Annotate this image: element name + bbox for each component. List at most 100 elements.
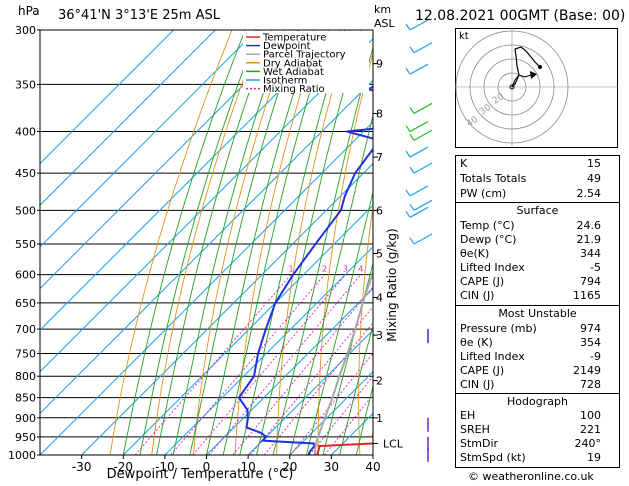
wet-adiabat bbox=[322, 261, 373, 455]
legend-entry: Mixing Ratio bbox=[263, 84, 325, 95]
wind-barb-flag bbox=[409, 203, 415, 211]
wet-adiabat bbox=[139, 30, 259, 455]
wet-adiabat bbox=[256, 30, 362, 455]
km-tick-label: 5 bbox=[376, 247, 383, 260]
hodo-label: SREH bbox=[460, 423, 490, 436]
isotherm bbox=[247, 329, 373, 455]
wind-barb-flag bbox=[409, 237, 415, 245]
isotherm bbox=[122, 204, 373, 455]
storm-motion-marker bbox=[530, 71, 537, 79]
hodograph: kt 20 30 40 bbox=[455, 28, 618, 148]
wind-barb bbox=[409, 146, 429, 158]
surface-value: 24.6 bbox=[576, 219, 602, 232]
x-tick-label: -10 bbox=[155, 460, 175, 474]
wind-barb bbox=[409, 121, 429, 133]
mu-value: 2149 bbox=[573, 364, 601, 377]
x-tick-label: -20 bbox=[113, 460, 133, 474]
x-axis-title: Dewpoint / Temperature (°C) bbox=[107, 467, 294, 482]
wind-barb-flag bbox=[405, 23, 411, 31]
wind-barb-flag bbox=[405, 125, 411, 132]
km-tick-label: 8 bbox=[376, 107, 383, 120]
isotherm bbox=[164, 246, 373, 455]
km-tick-label: 6 bbox=[376, 204, 383, 217]
most-unstable-box: Most Unstable Pressure (mb) 974 θe (K) 354… bbox=[455, 305, 620, 395]
hodo-value: 221 bbox=[580, 423, 601, 436]
x-tick-label: 40 bbox=[365, 460, 380, 474]
pressure-tick-label: 400 bbox=[15, 126, 36, 139]
mixing-ratio-line bbox=[170, 274, 325, 455]
mu-value: 974 bbox=[580, 322, 601, 335]
series-dewpoint bbox=[237, 85, 373, 455]
legend-entry: Dewpoint bbox=[263, 41, 311, 52]
surface-value: 794 bbox=[580, 275, 601, 288]
mu-value: -9 bbox=[590, 350, 601, 363]
wind-barb bbox=[413, 162, 433, 174]
wind-barb bbox=[409, 63, 429, 75]
mixing-ratio-line bbox=[208, 274, 362, 455]
surface-label: Temp (°C) bbox=[460, 219, 515, 232]
dry-adiabat bbox=[151, 30, 262, 455]
km-tick-label: 1 bbox=[376, 412, 383, 425]
wet-adiabat bbox=[355, 384, 373, 455]
mixing-ratio-line bbox=[263, 322, 373, 455]
mixing-ratio-label: 1 bbox=[288, 265, 293, 274]
mixing-ratio-line bbox=[289, 352, 373, 455]
pressure-tick-label: 650 bbox=[15, 297, 36, 310]
pressure-tick-label: 350 bbox=[15, 78, 36, 91]
index-label: PW (cm) bbox=[460, 187, 507, 200]
isotherm bbox=[40, 30, 341, 331]
mixing-ratio-label: 15 bbox=[432, 265, 442, 274]
km-tick-label: 3 bbox=[376, 329, 383, 342]
isotherm bbox=[40, 30, 299, 290]
km-label: km bbox=[374, 3, 392, 16]
mu-label: Lifted Index bbox=[460, 350, 525, 363]
surface-label: CIN (J) bbox=[460, 289, 495, 302]
surface-label: Dewp (°C) bbox=[460, 233, 517, 246]
hodo-label: EH bbox=[460, 409, 476, 422]
km-tick-label: 2 bbox=[376, 375, 383, 388]
most-unstable-title: Most Unstable bbox=[498, 307, 577, 320]
surface-label: CAPE (J) bbox=[460, 275, 505, 288]
hodo-value: 100 bbox=[580, 409, 601, 422]
mu-value: 354 bbox=[580, 336, 601, 349]
pressure-tick-label: 500 bbox=[15, 204, 36, 217]
hodograph-trace bbox=[511, 46, 541, 88]
mixing-ratio-line bbox=[232, 286, 373, 455]
hodo-label: StmDir bbox=[460, 437, 499, 450]
hodo-label: StmSpd (kt) bbox=[460, 451, 526, 464]
dry-adiabat bbox=[398, 30, 439, 455]
wind-barb bbox=[413, 129, 433, 141]
surface-value: 1165 bbox=[573, 289, 601, 302]
dry-adiabat bbox=[192, 30, 292, 455]
surface-title: Surface bbox=[516, 204, 559, 217]
wet-adiabat bbox=[156, 30, 272, 455]
index-label: Totals Totals bbox=[460, 172, 527, 185]
hodo-value: 240° bbox=[574, 437, 602, 450]
wet-adiabat bbox=[189, 30, 300, 455]
mu-value: 728 bbox=[580, 378, 601, 391]
surface-value: 344 bbox=[580, 247, 601, 260]
isotherm bbox=[40, 121, 373, 455]
legend-entry: Temperature bbox=[262, 33, 326, 44]
legend-box bbox=[243, 31, 369, 93]
surface-value: 21.9 bbox=[576, 233, 602, 246]
isotherm bbox=[40, 30, 258, 248]
x-tick-label: 10 bbox=[240, 460, 255, 474]
pressure-tick-label: 550 bbox=[15, 238, 36, 251]
wind-barb bbox=[413, 102, 433, 114]
pressure-tick-label: 450 bbox=[15, 167, 36, 180]
isotherm bbox=[40, 30, 216, 206]
series-parcel-trajectory bbox=[313, 269, 373, 455]
hodograph-table-box: Hodograph EH 100 SREH 221 StmDir 240° StmSp… bbox=[455, 393, 620, 468]
wind-barb-flag bbox=[409, 46, 415, 54]
index-label: K bbox=[460, 157, 468, 170]
pressure-tick-label: 1000 bbox=[8, 449, 36, 462]
km-tick-label: 7 bbox=[376, 151, 383, 164]
index-value: 49 bbox=[587, 172, 601, 185]
pressure-tick-label: 800 bbox=[15, 370, 36, 383]
mixing-ratio-label: 2 bbox=[322, 265, 327, 274]
wet-adiabat bbox=[222, 30, 330, 455]
mixing-ratio-axis-title: Mixing Ratio (g/kg) bbox=[385, 228, 399, 341]
pressure-tick-label: 300 bbox=[15, 24, 36, 37]
